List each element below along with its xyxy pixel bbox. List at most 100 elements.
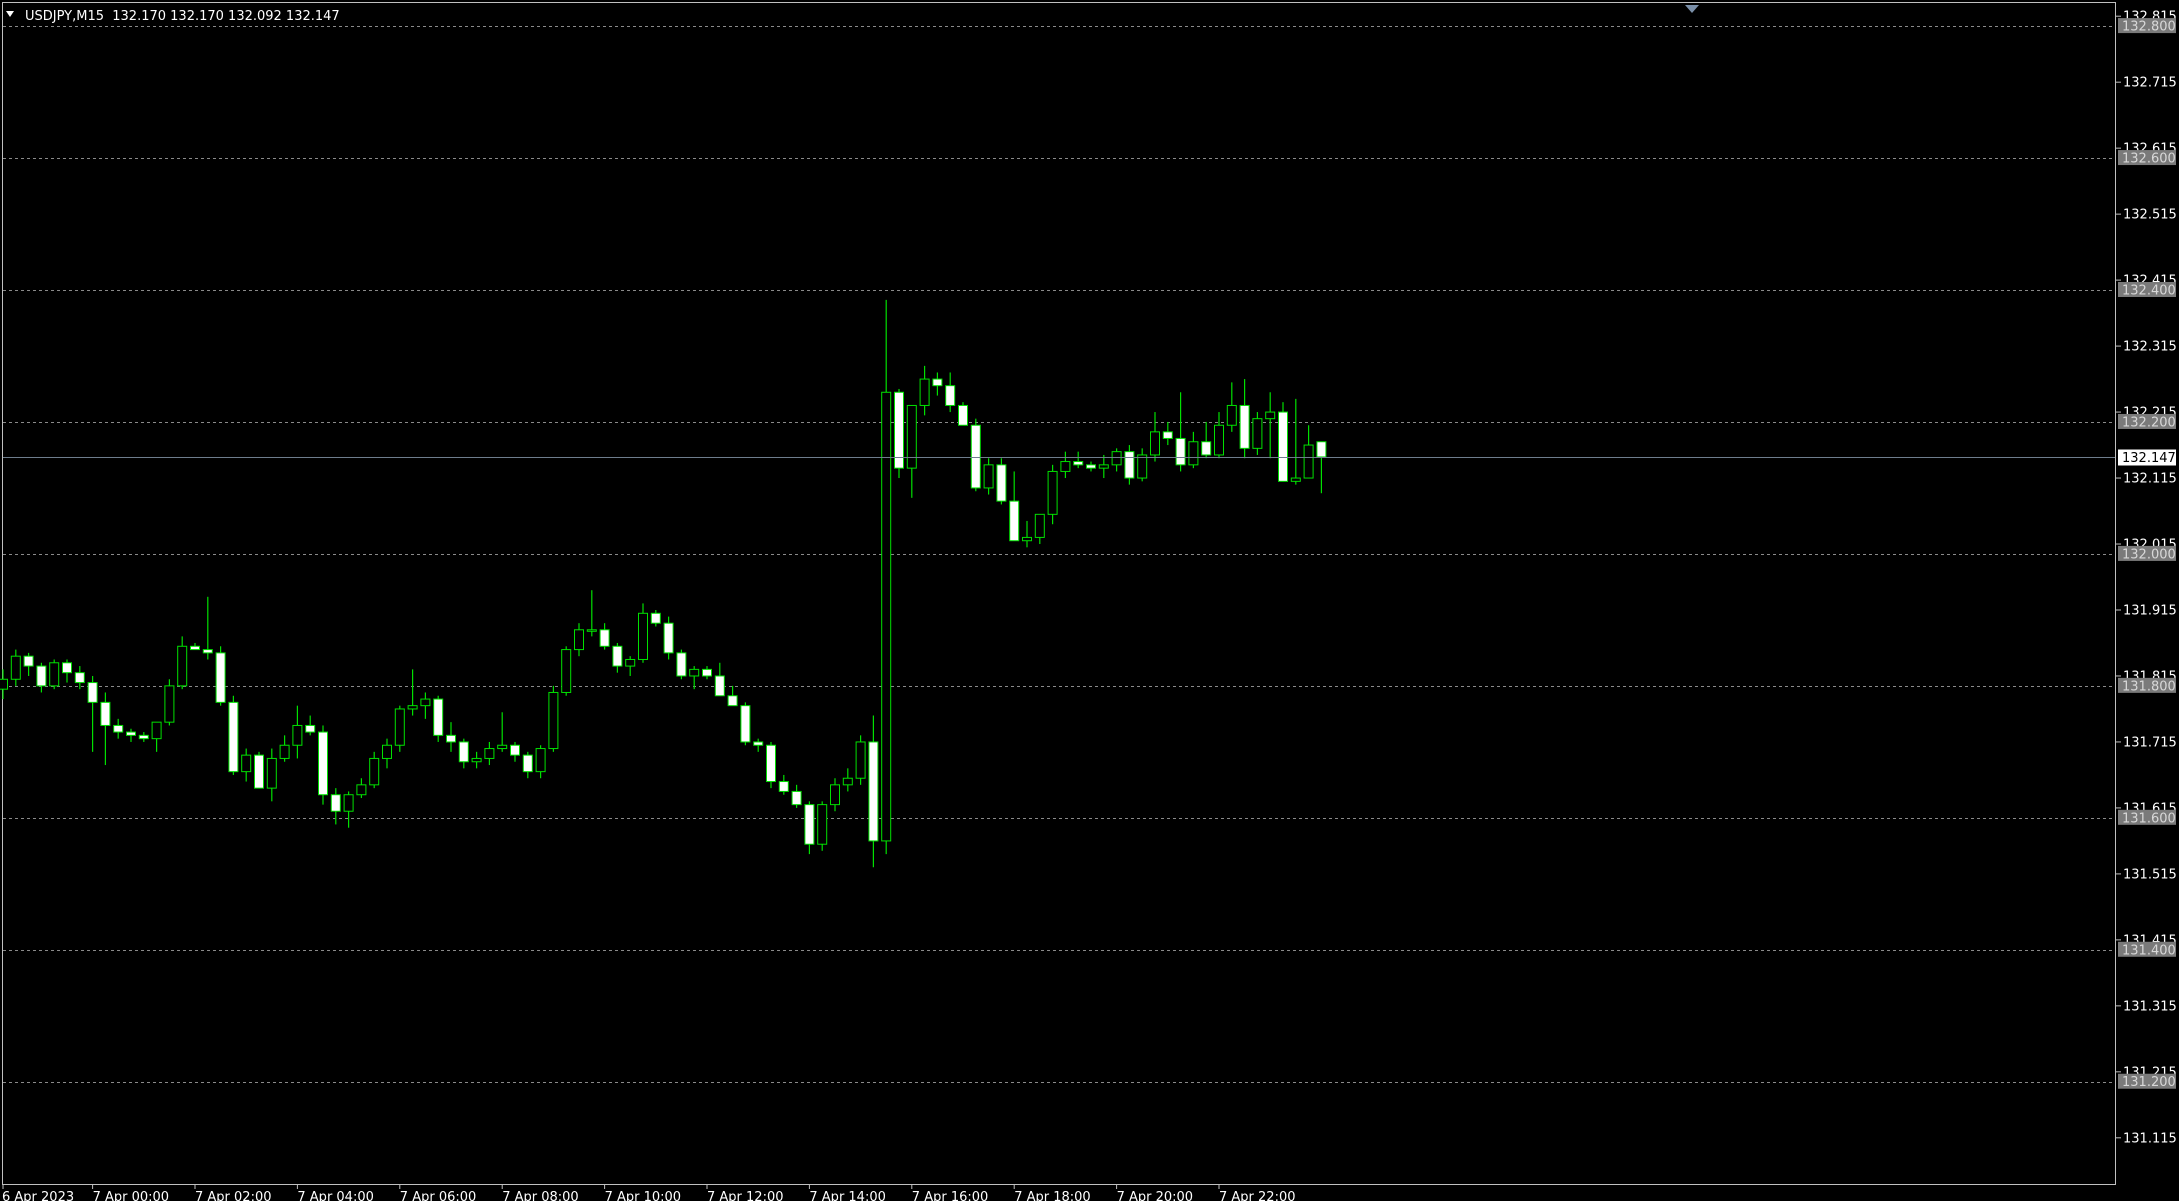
candle [458, 738, 469, 769]
candle [791, 784, 802, 808]
candle [497, 712, 508, 752]
level-label: 132.800 [2118, 18, 2176, 35]
candle [599, 623, 610, 650]
level-label: 132.000 [2118, 545, 2176, 562]
level-label-box [2118, 1073, 2176, 1089]
level-label-text: 131.600 [2122, 811, 2176, 826]
time-tick-label: 7 Apr 04:00 [297, 1190, 374, 1201]
time-axis[interactable]: 6 Apr 2023 7 Apr 00:00 7 Apr 02:00 7 Apr 04… [2, 1184, 1296, 1201]
level-label: 132.400 [2118, 282, 2176, 299]
candle-body-bear [702, 668, 712, 677]
candle-body-bull [1111, 451, 1122, 466]
price-axis[interactable]: 132.815132.715132.615132.515132.415132.3… [2116, 10, 2177, 1147]
candle-body-bull [855, 741, 866, 779]
candle [522, 751, 533, 779]
candle-body-bear [113, 724, 124, 733]
level-label: 132.200 [2118, 413, 2176, 430]
candle [292, 705, 303, 759]
candle-body-bear [215, 652, 226, 703]
candle [215, 646, 226, 706]
candle-body-bull [151, 721, 162, 740]
time-tick-label: 7 Apr 16:00 [912, 1190, 989, 1201]
candle [36, 662, 47, 693]
candle [945, 372, 956, 413]
candle-body-bear [305, 724, 316, 733]
time-tick-label: 7 Apr 10:00 [605, 1190, 682, 1201]
candle [510, 741, 520, 762]
candle [778, 774, 789, 795]
candle [241, 748, 252, 782]
level-label-box [2118, 809, 2176, 825]
candle-body-bear [612, 645, 623, 667]
candle [702, 666, 712, 680]
candle [279, 735, 290, 762]
candle-body-bull [407, 705, 418, 710]
current-price-box [2118, 449, 2176, 466]
candle [1124, 445, 1135, 485]
candle [177, 636, 188, 690]
candle [638, 603, 648, 663]
candle-body-bull [343, 794, 354, 812]
level-label-text: 131.400 [2122, 943, 2176, 958]
candle [1239, 379, 1250, 459]
candle-body-bear [958, 404, 968, 426]
candle [369, 751, 380, 789]
dropdown-triangle-icon[interactable] [6, 11, 14, 17]
candle [663, 616, 674, 660]
candle-body-bull [561, 649, 572, 693]
candle [190, 642, 200, 651]
candle-body-bear [676, 652, 687, 677]
chart-shift-marker-icon[interactable] [1685, 5, 1699, 13]
candle-body-bull [830, 784, 840, 806]
candle [830, 778, 840, 812]
candle [1226, 382, 1237, 432]
candle-body-bull [471, 757, 482, 763]
candle [49, 659, 60, 690]
time-tick-label: 7 Apr 14:00 [809, 1190, 886, 1201]
level-label-box [2118, 282, 2176, 298]
candle-body-bull [1047, 470, 1058, 515]
candle [1022, 520, 1032, 548]
candle [625, 656, 636, 676]
time-tick-label: 7 Apr 02:00 [195, 1190, 272, 1201]
level-label-text: 132.400 [2122, 284, 2176, 299]
candle [1188, 431, 1199, 469]
candle [958, 402, 968, 426]
candle [305, 715, 316, 736]
candle [804, 801, 815, 855]
candle-body-bull [484, 748, 495, 759]
candle [228, 695, 239, 775]
level-label: 131.800 [2118, 677, 2176, 694]
candle [1060, 451, 1071, 479]
candle-body-bear [446, 734, 456, 743]
candle-body-bull [1137, 454, 1148, 479]
candle [1073, 451, 1084, 469]
candle [1252, 412, 1263, 455]
candle [1086, 461, 1096, 472]
candle-body-bear [804, 804, 815, 845]
candle-body-bear [778, 781, 789, 792]
level-label: 131.600 [2118, 809, 2176, 826]
candle-body-bear [740, 705, 751, 743]
candle-body-bull [1022, 536, 1032, 542]
candle-body-bull [1034, 513, 1045, 538]
candle [394, 705, 405, 752]
price-tick-label: 131.915 [2123, 603, 2177, 618]
candle [894, 388, 904, 479]
candle-body-bear [74, 672, 85, 684]
symbol-ohlc-header: USDJPY,M15 132.170 132.170 132.092 132.1… [25, 9, 340, 24]
candle [330, 788, 341, 825]
candle-body-bear [458, 741, 469, 763]
candle-body-bear [228, 701, 239, 773]
candle-body-bull [638, 612, 648, 660]
candle [1201, 421, 1212, 459]
candle-body-bear [190, 645, 200, 651]
candle-body-bull [266, 757, 277, 789]
candle-body-bull [1150, 431, 1160, 456]
candle-body-bear [1201, 441, 1212, 456]
level-label-text: 131.800 [2122, 679, 2176, 694]
candle [356, 778, 367, 799]
plot-area-frame [2, 2, 2116, 1185]
